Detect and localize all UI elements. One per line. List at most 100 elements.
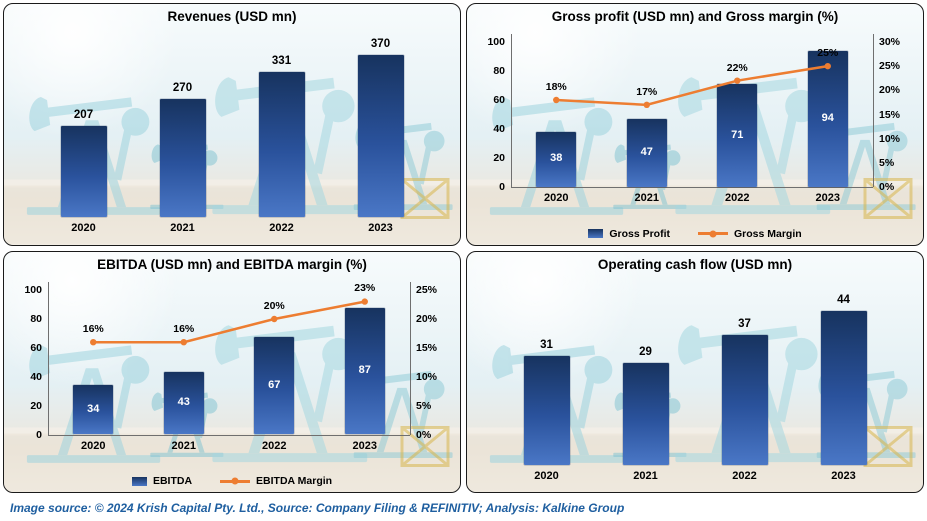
y-axis-tick: 60 (30, 341, 42, 354)
line-value-label: 16% (82, 322, 104, 335)
y2-axis-tick: 0% (416, 428, 432, 441)
bar (807, 50, 848, 187)
y-axis-tick: 0 (499, 181, 505, 193)
y-axis-tick: 100 (487, 36, 505, 48)
bar-value-label: 94 (821, 111, 834, 124)
bar-value-label: 67 (268, 378, 281, 391)
bar-value-label: 31 (540, 339, 553, 351)
x-axis-label: 2023 (352, 439, 377, 452)
y2-axis-tick: 20% (416, 312, 438, 325)
bar (721, 335, 768, 465)
line-marker-icon (709, 230, 717, 237)
y2-axis-tick: 30% (879, 36, 901, 48)
bar-value-label: 331 (271, 55, 292, 68)
y-axis-line-right (410, 281, 411, 435)
chart-title-gross-profit: Gross profit (USD mn) and Gross margin (… (551, 9, 839, 24)
line-marker-icon (231, 477, 239, 485)
bar-value-label: 370 (370, 38, 391, 51)
legend-item-line: EBITDA Margin (220, 475, 332, 487)
legend-label: EBITDA Margin (256, 475, 333, 487)
y2-axis-tick: 10% (879, 132, 901, 145)
y2-axis-tick: 20% (879, 84, 901, 97)
line-marker (271, 315, 278, 322)
bar-value-label: 71 (731, 128, 744, 141)
source-attribution-text: Image source: © 2024 Krish Capital Pty. … (10, 501, 625, 515)
x-axis-label: 2022 (262, 439, 287, 452)
y2-axis-tick: 25% (416, 283, 438, 296)
x-axis-label: 2020 (534, 469, 559, 482)
line-value-label: 17% (636, 85, 658, 98)
bar (536, 131, 577, 187)
x-axis-label: 2023 (368, 222, 393, 234)
x-axis-label: 2020 (544, 192, 569, 204)
y-axis-line-right (873, 34, 874, 187)
line-marker (643, 101, 650, 109)
y-axis-tick: 100 (24, 283, 42, 296)
bar-value-label: 87 (358, 364, 371, 377)
bar-value-label: 29 (639, 346, 652, 358)
bar (254, 337, 295, 435)
x-axis-label: 2022 (725, 192, 750, 204)
pumpjack-background (467, 77, 923, 245)
chart-title-operating-cash-flow: Operating cash flow (USD mn) (597, 256, 793, 272)
chart-grid: Revenues (USD mn) 207 2020 270 2021 331 2022 3… (3, 3, 924, 493)
line-value-label: 20% (263, 299, 285, 312)
legend-item-bar: EBITDA (131, 475, 192, 487)
ebitda-chart: 0 20 40 60 80 100 0% 5% 10% 15% 20% 25% 34 2020 43 2021… (8, 276, 456, 491)
bar (73, 385, 114, 435)
panel-gross-profit: Gross profit (USD mn) and Gross margin (… (466, 3, 924, 246)
legend-item-bar: Gross Profit (588, 228, 670, 240)
bar (622, 363, 669, 465)
y2-axis-tick: 15% (879, 108, 901, 121)
y-axis-tick: 80 (493, 65, 505, 77)
bar (626, 118, 667, 187)
line-marker (90, 338, 97, 345)
y2-axis-tick: 5% (879, 156, 895, 169)
y-axis-tick: 40 (493, 123, 505, 135)
line-value-label: 23% (354, 282, 376, 295)
bar-value-label: 38 (550, 152, 563, 165)
legend: EBITDA EBITDA Margin (8, 475, 456, 487)
line-value-label: 16% (173, 322, 195, 335)
revenues-chart: 207 2020 270 2021 331 2022 370 2023 (8, 28, 456, 243)
line-swatch-icon (220, 477, 251, 485)
y2-axis-tick: 10% (416, 370, 438, 383)
yellow-rig-structure (863, 178, 913, 219)
x-axis-label: 2021 (634, 192, 659, 204)
bar (357, 55, 404, 217)
bar (344, 308, 385, 435)
line-marker (553, 96, 560, 104)
legend: Gross Profit Gross Margin (471, 228, 919, 240)
x-axis-label: 2021 (633, 469, 658, 482)
operating-cash-flow-chart: 31 2020 29 2021 37 2022 44 2023 (471, 276, 919, 491)
y2-axis-tick: 5% (416, 399, 432, 412)
bar (820, 310, 867, 465)
line-marker (734, 77, 741, 84)
x-axis-label: 2022 (269, 222, 294, 234)
x-axis-label: 2021 (171, 439, 196, 452)
x-axis-label: 2023 (831, 469, 856, 482)
bar-value-label: 47 (640, 145, 653, 158)
legend-label: Gross Margin (734, 227, 802, 240)
panel-revenues: Revenues (USD mn) 207 2020 270 2021 331 2022 3… (3, 3, 461, 246)
line-marker (180, 338, 187, 345)
panel-ebitda: EBITDA (USD mn) and EBITDA margin (%) 0 2… (3, 250, 461, 493)
bar (60, 126, 107, 217)
chart-title-revenues: Revenues (USD mn) (167, 9, 297, 24)
bar-value-label: 37 (738, 318, 751, 330)
y-axis-line-left (48, 281, 49, 435)
source-attribution: Image source: © 2024 Krish Capital Pty. … (0, 495, 927, 521)
x-axis-label: 2020 (71, 222, 96, 234)
line-value-label: 25% (817, 47, 839, 60)
trend-line (90, 297, 368, 345)
line-value-label: 18% (545, 81, 567, 93)
x-axis-label: 2023 (815, 192, 840, 204)
bar-value-label: 43 (177, 396, 190, 409)
y-axis-line-left (511, 34, 512, 187)
y2-axis-tick: 0% (879, 181, 895, 193)
bar-value-label: 44 (837, 293, 850, 306)
chart-title-ebitda: EBITDA (USD mn) and EBITDA margin (%) (97, 256, 367, 272)
y-axis-tick: 60 (493, 94, 505, 106)
line-marker (361, 297, 368, 305)
